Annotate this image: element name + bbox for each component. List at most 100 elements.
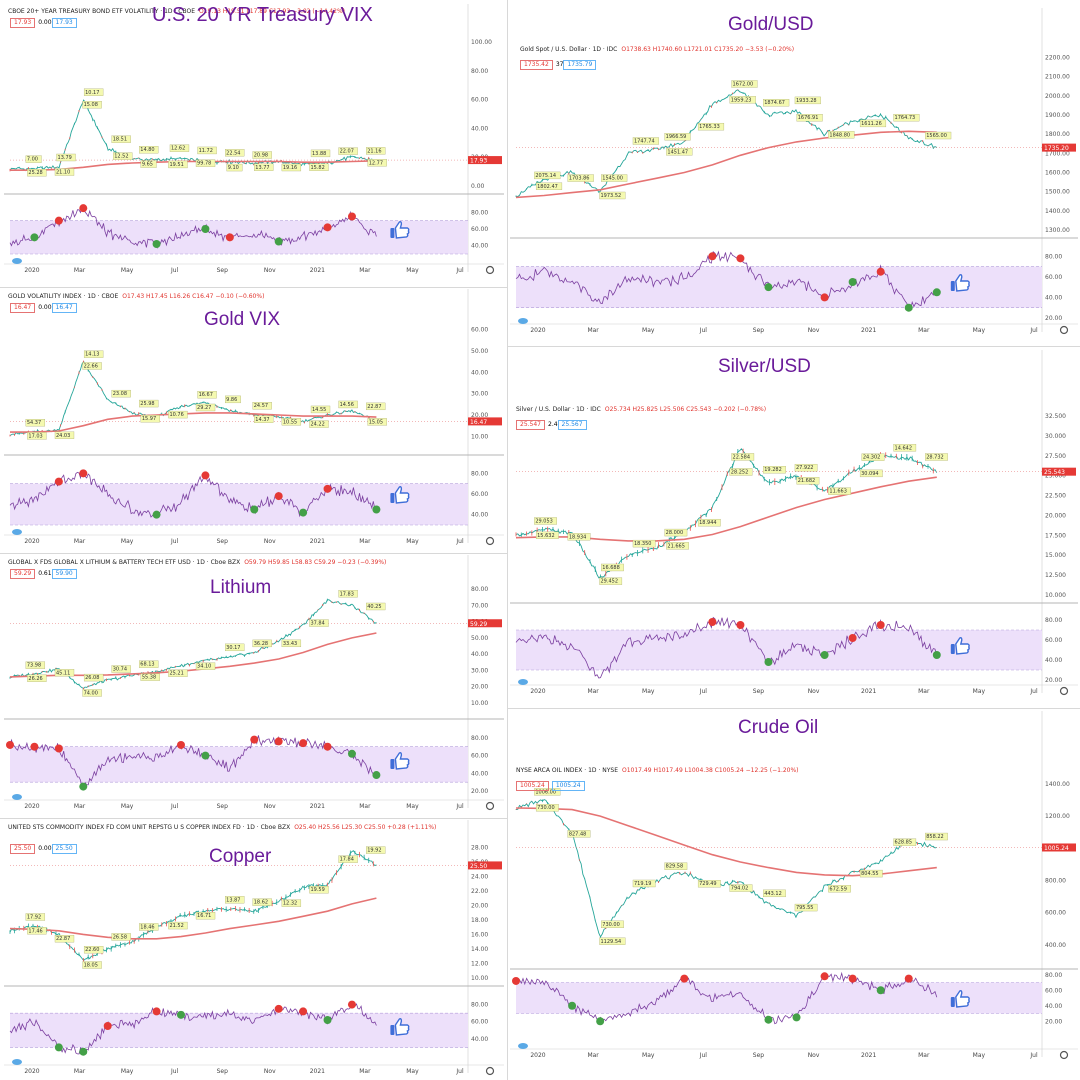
time-tick-label: Jul xyxy=(699,1052,708,1059)
row-divider xyxy=(508,708,1080,709)
price-annotation-box xyxy=(601,920,624,929)
price-tick-label: 1400.00 xyxy=(1045,781,1070,788)
price-tick-label: 50.00 xyxy=(471,348,488,355)
price-annotation-label: 36.28 xyxy=(254,641,268,647)
price-annotation-label: 25.98 xyxy=(140,401,154,407)
price-annotation-label: 54.37 xyxy=(27,420,41,426)
time-tick-label: Nov xyxy=(808,327,820,334)
price-annotation-label: 13.88 xyxy=(312,151,326,157)
row-divider xyxy=(508,346,1080,347)
price-annotation-label: 19.16 xyxy=(283,165,297,171)
price-annotation-label: 29.452 xyxy=(601,579,619,585)
price-tick-label: 50.00 xyxy=(471,635,488,642)
price-annotation-box xyxy=(796,477,820,485)
time-tick-label: Jul xyxy=(699,327,708,334)
price-annotation-box xyxy=(168,410,188,419)
price-annotation-label: 17.46 xyxy=(28,928,42,934)
price-annotation-box xyxy=(111,665,131,673)
price-annotation-label: 1672.00 xyxy=(733,81,754,87)
price-annotation-label: 19.59 xyxy=(310,887,324,893)
price-annotation-label: 30.094 xyxy=(861,471,879,477)
price-annotation-label: 1006.00 xyxy=(535,789,556,795)
price-annotation-box xyxy=(664,528,688,537)
price-tick-label: 30.000 xyxy=(1045,433,1066,440)
panel-crude-oil: 1400.001200.001000.00800.00600.00400.008… xyxy=(510,711,1078,1078)
overbought-dot xyxy=(876,621,885,629)
settings-gear-icon xyxy=(485,1066,495,1076)
rsi-tick-label: 40.00 xyxy=(1045,657,1062,664)
time-tick-label: Jul xyxy=(170,267,179,274)
price-annotation-label: 24.57 xyxy=(254,403,268,409)
price-annotation-box xyxy=(281,418,302,426)
time-tick-label: Jul xyxy=(455,803,464,810)
price-annotation-box xyxy=(859,869,883,878)
price-tick-label: 40.00 xyxy=(471,369,488,376)
price-tick-label: 15.000 xyxy=(1045,552,1066,559)
price-annotation-box xyxy=(111,135,131,143)
price-annotation-box xyxy=(601,563,624,572)
price-annotation-label: 11.663 xyxy=(829,489,847,495)
price-annotation-label: 628.85 xyxy=(895,840,913,846)
time-tick-label: Mar xyxy=(359,538,371,545)
time-tick-label: Jul xyxy=(455,1068,464,1075)
overbought-dot xyxy=(848,974,857,983)
settings-gear-icon xyxy=(1059,1050,1069,1060)
price-annotation-label: 1973.52 xyxy=(601,193,622,199)
price-annotation-box xyxy=(225,149,245,157)
time-tick-label: Sep xyxy=(753,327,765,334)
tradingview-logo-icon xyxy=(518,1043,528,1049)
chart-copper: 28.0026.0024.0022.0020.0018.0016.0014.00… xyxy=(4,820,504,1076)
price-annotation-box xyxy=(252,402,272,410)
price-annotation-label: 1565.00 xyxy=(926,133,947,139)
last-price-label: 59.29 xyxy=(470,621,487,628)
price-annotation-label: 14.37 xyxy=(255,417,269,423)
time-tick-label: Jul xyxy=(1029,1052,1038,1059)
price-tick-label: 60.00 xyxy=(471,327,488,334)
chart-lithium: 80.00 70.00 60.00 50.00 40.00 30.00 20.00 10.00… xyxy=(4,555,504,811)
panel-gold-usd: 2200.00 2100.00 2000.00 1900.00 1800.00 1700.… xyxy=(510,8,1078,344)
panel-title: Silver/USD xyxy=(718,356,811,377)
price-annotation-box xyxy=(534,517,557,525)
time-tick-label: Mar xyxy=(359,267,371,274)
tradingview-logo-cloud xyxy=(12,258,22,264)
price-annotation-label: 15.632 xyxy=(537,533,555,539)
thumbs-up-hand xyxy=(955,637,970,655)
price-annotation-label: 719.19 xyxy=(634,881,652,887)
price-annotation-box xyxy=(828,131,855,139)
chart-treasury-vix: 100.0080.0060.0040.0020.000.0080.0060.00… xyxy=(4,4,504,275)
panel-title: Copper xyxy=(209,846,272,867)
price-annotation-label: 23.08 xyxy=(113,391,127,397)
overbought-dot xyxy=(274,737,283,746)
rsi-tick-label: 40.00 xyxy=(471,243,488,250)
price-annotation-box xyxy=(367,159,387,167)
price-annotation-label: 33.43 xyxy=(283,641,297,647)
last-price-label: 17.93 xyxy=(470,158,487,165)
price-badges: 59.29 0.61 59.90 xyxy=(10,569,80,579)
price-tick-label: 28.00 xyxy=(471,844,488,851)
price-tick-label: 600.00 xyxy=(1045,910,1066,917)
price-annotation-box xyxy=(111,933,131,941)
chart-crude-oil: 1400.001200.001000.00800.00600.00400.008… xyxy=(510,711,1078,1060)
oversold-dot xyxy=(152,510,161,519)
tradingview-logo-cloud xyxy=(518,679,528,685)
price-annotation-box xyxy=(893,838,917,846)
price-annotation-box xyxy=(309,420,329,428)
price-annotation-box xyxy=(168,160,188,169)
price-badges: 1735.42 37 1735.79 xyxy=(520,60,599,70)
price-annotation-label: 30.17 xyxy=(226,645,240,651)
price-series-line xyxy=(9,850,377,962)
price-annotation-label: 18.934 xyxy=(569,534,587,540)
time-tick-label: Jul xyxy=(170,538,179,545)
price-annotation-box xyxy=(828,487,851,495)
price-annotation-box xyxy=(139,660,159,668)
overbought-dot xyxy=(30,742,39,751)
oversold-dot xyxy=(201,225,210,233)
price-annotation-label: 827.48 xyxy=(569,831,587,837)
price-annotation-box xyxy=(796,114,823,122)
oversold-dot xyxy=(79,782,88,791)
time-tick-label: May xyxy=(642,688,655,695)
time-tick-label: Mar xyxy=(587,327,599,334)
rsi-tick-label: 80.00 xyxy=(1045,617,1062,624)
price-annotation-box xyxy=(729,468,753,476)
price-annotation-label: 15.05 xyxy=(369,419,383,425)
